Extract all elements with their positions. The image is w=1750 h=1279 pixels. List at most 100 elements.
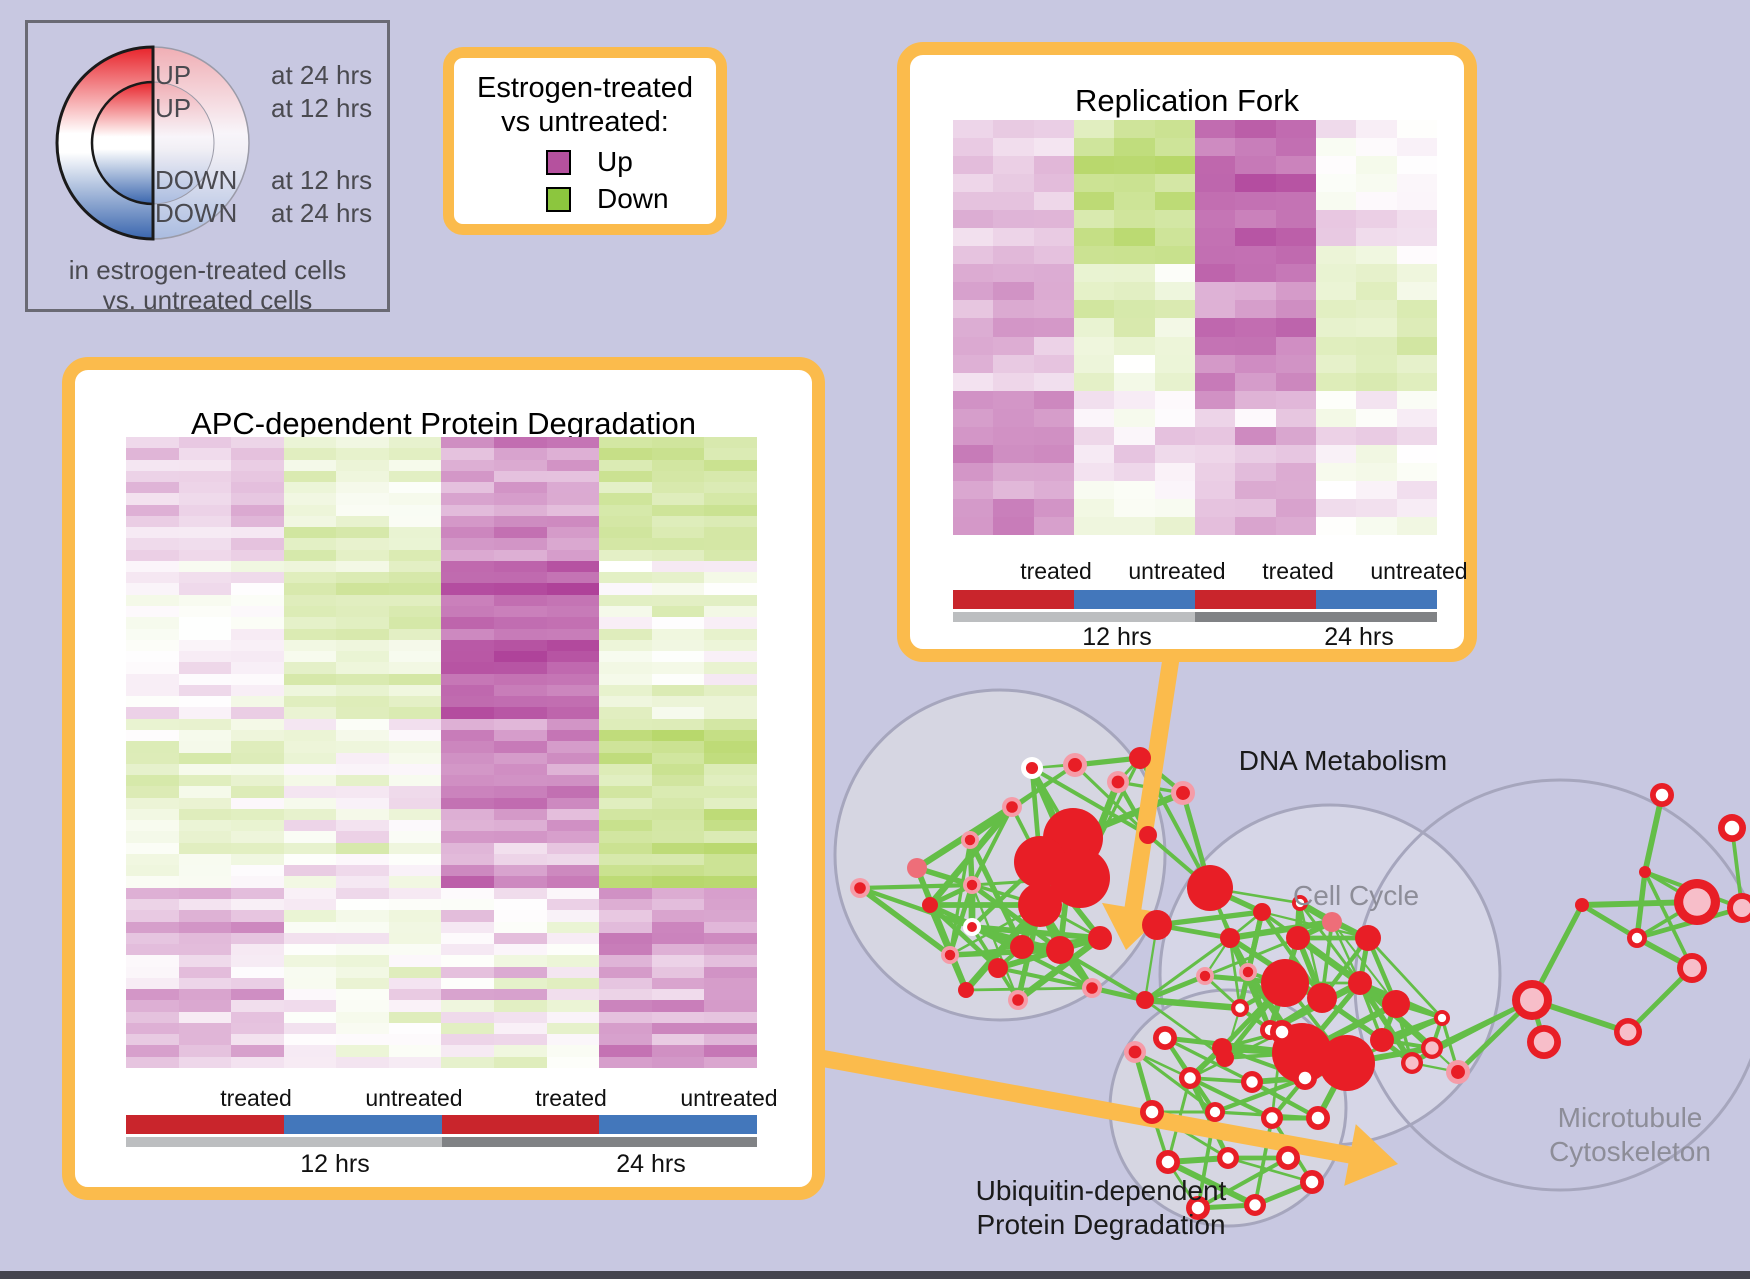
heatmap-cell: [494, 921, 547, 933]
heatmap-cell: [388, 977, 442, 990]
heatmap-cell: [704, 470, 757, 483]
heatmap-cell: [1194, 498, 1236, 517]
heatmap-cell: [1275, 156, 1316, 175]
heatmap-cell: [231, 482, 284, 494]
network-node: [1140, 1100, 1164, 1124]
heatmap-cell: [651, 944, 705, 956]
heatmap-cell: [126, 684, 179, 697]
heatmap-cell: [1073, 462, 1115, 481]
heatmap-cell: [599, 617, 652, 629]
heatmap-cell: [388, 842, 442, 854]
heatmap-cell: [1356, 210, 1397, 229]
heatmap-cell: [546, 718, 600, 730]
heatmap-cell: [126, 560, 179, 573]
heatmap-cell: [704, 989, 757, 1001]
heatmap-cell: [388, 617, 442, 629]
heatmap-cell: [126, 549, 179, 561]
heatmap-cell: [283, 1056, 337, 1068]
heatmap-cell: [599, 775, 652, 787]
heatmap-cell: [1033, 372, 1074, 391]
heatmap-cell: [336, 651, 389, 663]
heatmap-cell: [283, 696, 337, 708]
heatmap-cell: [283, 876, 337, 888]
heatmap-cell: [704, 482, 757, 494]
heatmap-cell: [1356, 390, 1397, 409]
heatmap-cell: [441, 1034, 495, 1046]
heatmap-cell: [651, 763, 705, 776]
heatmap-cell: [494, 865, 547, 877]
heatmap-cell: [126, 955, 179, 967]
heatmap-cell: [283, 831, 337, 843]
network-node: [1261, 1107, 1283, 1129]
heatmap-cell: [441, 527, 495, 539]
network-node: [1270, 1020, 1294, 1044]
heatmap-cell: [441, 977, 495, 990]
heatmap-cell: [1315, 444, 1357, 463]
heatmap-cell: [283, 1022, 337, 1035]
heatmap-cell: [441, 560, 495, 573]
heatmap-cell: [231, 549, 284, 561]
heatmap-cell: [704, 1045, 757, 1057]
heatmap-cell: [126, 572, 179, 584]
heatmap-cell: [1154, 264, 1195, 283]
heatmap-cell: [1275, 282, 1316, 301]
heatmap-cell: [283, 470, 337, 483]
heatmap-cell: [283, 1011, 337, 1023]
estrogen-legend-item: Down: [546, 183, 669, 215]
network-node: [1002, 797, 1022, 817]
heatmap-cell: [651, 1034, 705, 1046]
heatmap-cell: [231, 932, 284, 945]
cluster-label-dna: DNA Metabolism: [1238, 745, 1448, 776]
heatmap-cell: [178, 752, 232, 764]
heatmap-cell: [231, 729, 284, 742]
heatmap-cell: [1194, 336, 1236, 355]
heatmap-cell: [546, 741, 600, 753]
heatmap-cell: [1396, 120, 1437, 139]
heatmap-cell: [704, 944, 757, 956]
heatmap-cell: [283, 1000, 337, 1012]
heatmap-cell: [1033, 264, 1074, 283]
heatmap-cell: [704, 504, 757, 516]
heatmap-cell: [494, 572, 547, 584]
heatmap-cell: [1073, 228, 1115, 247]
heatmap-cell: [388, 797, 442, 809]
heatmap-cell: [441, 707, 495, 719]
heatmap-cell: [993, 318, 1034, 337]
heatmap-cell: [494, 538, 547, 550]
heatmap-cell: [1275, 516, 1316, 535]
heatmap-cell: [388, 696, 442, 708]
network-node: [1217, 1147, 1239, 1169]
heatmap-cell: [1033, 498, 1074, 517]
heatmap-cell: [1275, 408, 1316, 427]
network-node: [1527, 1025, 1561, 1059]
heatmap-cell: [1073, 174, 1115, 193]
updown-direction-label: UP: [155, 60, 192, 90]
heatmap-cell: [336, 639, 389, 652]
heatmap-cell: [993, 264, 1034, 283]
heatmap-cell: [283, 527, 337, 539]
heatmap-cell: [494, 718, 547, 730]
heatmap-cell: [1114, 192, 1155, 211]
heatmap-cell: [441, 572, 495, 584]
network-edge: [859, 882, 973, 891]
heatmap-cell: [126, 786, 179, 798]
heatmap-cell: [441, 741, 495, 753]
cluster-label-ub: Ubiquitin-dependent Protein Degradation: [975, 1175, 1227, 1240]
network-node: [1010, 935, 1034, 959]
heatmap-cell: [993, 282, 1034, 301]
heatmap-cell: [283, 549, 337, 561]
network-edge: [1580, 902, 1639, 941]
heatmap-cell: [441, 808, 495, 821]
network-node: [1355, 925, 1381, 951]
heatmap-cell: [388, 684, 442, 697]
heatmap-cell: [1033, 156, 1074, 175]
heatmap-cell: [336, 786, 389, 798]
network-edge: [965, 986, 1093, 992]
heatmap-cell: [283, 707, 337, 719]
network-node: [1512, 980, 1552, 1020]
heatmap-cell: [231, 1034, 284, 1046]
heatmap-cell: [953, 300, 994, 319]
heatmap-cell: [441, 932, 495, 945]
heatmap-cell: [388, 707, 442, 719]
heatmap-cell: [1154, 174, 1195, 193]
